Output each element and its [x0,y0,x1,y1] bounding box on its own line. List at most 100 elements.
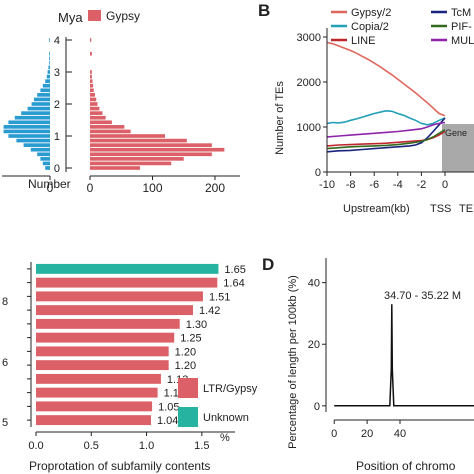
subfamily-bar [36,277,218,288]
left-bar [46,74,50,79]
left-bar [49,38,50,42]
te-legend-label: LINE [351,35,375,47]
subfamily-bar [36,263,219,274]
percent-unit-label: % [220,432,230,444]
subfamily-bar [36,318,180,329]
gene-box [442,124,474,172]
position-x-tick-label: 0 [331,428,337,440]
left-bar [3,125,51,129]
left-bar [30,147,50,152]
left-bar [45,79,50,83]
subfamily-legend-label: Unknown [203,412,249,424]
te-legend-label: TcM [451,7,471,19]
te-legend-label: PIF- [451,21,472,33]
left-bar [16,138,50,143]
right-bar [90,111,103,115]
subfamily-bar [36,346,169,357]
left-bar [34,97,50,102]
left-bar [40,157,50,161]
left-bar [8,120,50,125]
mya-tick-label: 4 [54,35,60,47]
left-bar [37,152,50,157]
subfamily-value-label: 1.42 [199,305,220,317]
panel-c-bar-chart: 1.651.641.511.421.301.251.201.201.131.10… [2,262,258,473]
left-bar [49,56,50,61]
left-bar [23,143,50,147]
mya-label: Mya [58,10,83,25]
panel-b-line-chart: B Number of TEs Gypsy/2 TcM Copia/2 PIF- LIN… [258,1,474,215]
right-bar [90,125,125,129]
right-bar [90,115,106,120]
left-bar [48,65,50,70]
left-bar [49,51,50,56]
te-series-line [326,41,446,117]
subfamily-bar [36,415,151,426]
te-count-axis-label: Number of TEs [274,81,286,155]
te-legend-label: Gypsy/2 [351,7,391,19]
panel-letter-d: D [262,255,274,274]
subfamily-x-tick-label: 0.5 [84,440,99,452]
position-y-tick-label: 20 [308,339,320,351]
edge-label-6: 6 [2,357,8,369]
gene-box-label: Gene [445,128,467,138]
te-legend-label: MUL [451,35,474,47]
te-x-tick-label: -10 [319,179,335,191]
gypsy-legend-label: Gypsy [106,9,140,23]
peak-line [334,304,474,407]
right-x-tick-label: 200 [205,181,225,195]
right-bar [90,147,225,152]
te-y-tick-label: 0 [315,167,321,179]
upstream-axis-label: Upstream(kb) [343,203,410,215]
te-x-tick-label: 0 [442,179,448,191]
left-bars [3,38,51,170]
left-bar [42,83,50,88]
right-bar [90,51,92,56]
mya-tick-label: 0 [54,163,60,175]
right-bar [90,152,212,157]
te-x-tick-label: -8 [346,179,356,191]
right-bar [90,88,94,93]
te-series-line [326,130,446,147]
te-y-tick-label: 3000 [297,32,321,44]
peak-annotation: 34.70 - 35.22 M [384,290,461,302]
left-bar [47,70,50,74]
left-bar [27,106,50,111]
left-bar [14,115,51,120]
subfamily-bar [36,291,203,302]
subfamily-value-label: 1.04 [157,415,178,427]
right-bar [90,38,92,42]
right-bar [90,102,98,106]
te-series-line [326,109,446,126]
number-axis: 0 0 100 200 [2,175,240,195]
right-x-tick-label: 0 [87,181,94,195]
left-bar [31,102,50,106]
subfamily-value-label: 1.64 [223,278,244,290]
right-bar [90,70,92,74]
right-bar [90,134,165,138]
subfamily-value-label: 1.30 [186,319,207,331]
left-bar [8,134,50,138]
position-axis-label: Position of chromo [356,459,456,473]
subfamily-legend: LTR/Gypsy Unknown [178,378,258,427]
position-y-tick-label: 0 [314,401,320,413]
right-bar [90,93,95,97]
right-bar [90,106,100,111]
subfamily-axes: 0.0 0.5 1.0 1.5 [27,262,235,452]
subfamily-value-label: 1.65 [224,264,245,276]
subfamily-bars: 1.651.641.511.421.301.251.201.201.131.10… [36,264,246,427]
subfamily-bar [36,387,158,398]
left-bar [37,93,50,97]
left-bar [21,111,50,115]
subfamily-legend-label: LTR/Gypsy [203,383,258,395]
panel-letter-b: B [258,1,270,20]
right-bar [90,143,212,147]
subfamily-bar [36,401,153,412]
mya-tick-label: 2 [54,99,60,111]
te-axes: 0 1000 2000 3000 -10 -8 -6 -4 -2 0 [297,28,474,191]
mya-tick-label: 1 [54,131,60,143]
left-bar [49,61,50,65]
te-legend-label: Copia/2 [351,21,389,33]
edge-label-5: 5 [2,417,8,429]
subfamily-value-label: 1.20 [175,360,196,372]
